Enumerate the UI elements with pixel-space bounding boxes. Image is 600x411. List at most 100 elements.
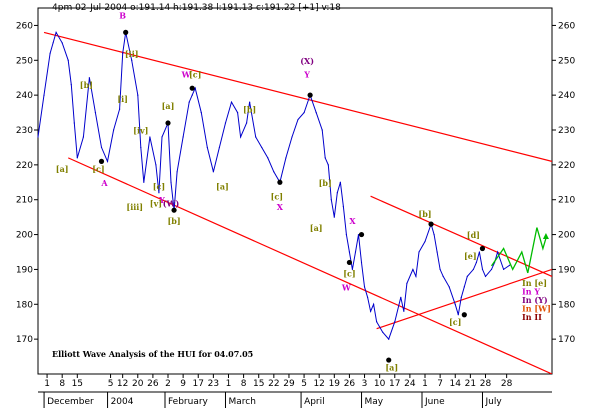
y-tick-label-left: 230 — [16, 126, 33, 136]
price-point — [131, 59, 133, 61]
y-tick-label-left: 240 — [16, 91, 33, 101]
price-point — [412, 268, 414, 271]
pivot-dot — [358, 231, 365, 238]
price-point — [373, 303, 375, 305]
wave-label: [iii] — [126, 202, 143, 212]
price-point — [376, 321, 378, 323]
price-point — [339, 181, 341, 183]
wave-label: B — [119, 10, 126, 20]
wave-label: Y — [303, 70, 310, 80]
wave-label: [a] — [162, 101, 175, 111]
price-point — [424, 240, 426, 243]
price-point — [354, 251, 357, 253]
pivot-dot — [165, 120, 171, 126]
price-point — [161, 136, 163, 138]
price-point — [73, 122, 75, 124]
price-point — [218, 146, 221, 149]
trendline-1 — [67, 157, 552, 374]
price-point — [351, 268, 354, 271]
x-day-label: 8 — [59, 379, 65, 389]
price-point — [88, 77, 90, 79]
price-point — [67, 59, 69, 61]
price-point — [194, 87, 196, 89]
y-tick-label-left: 200 — [16, 231, 33, 241]
price-point — [336, 192, 338, 194]
y-tick-label-right: 200 — [558, 231, 575, 241]
price-point — [176, 171, 178, 173]
x-day-label: 22 — [268, 379, 279, 389]
pivot-dot — [277, 179, 283, 185]
price-point — [94, 111, 97, 114]
wave-label: [iv] — [133, 125, 148, 135]
price-point — [143, 181, 145, 183]
pivot-dot — [98, 158, 105, 164]
wave-label: [a] — [385, 363, 398, 373]
x-month-label: 2004 — [111, 397, 134, 407]
trendline-3 — [376, 268, 552, 330]
x-day-label: 24 — [404, 379, 416, 389]
price-point — [327, 164, 329, 166]
wave-label: (X) — [300, 56, 314, 66]
price-point — [442, 275, 444, 277]
price-point — [321, 129, 323, 131]
wave-label: [a] — [216, 181, 229, 191]
price-point — [454, 303, 456, 305]
y-tick-label-left: 190 — [16, 265, 33, 275]
price-point — [297, 118, 299, 121]
wave-label: [b] — [80, 80, 93, 90]
y-tick-label-left: 170 — [16, 335, 33, 345]
price-point — [155, 164, 157, 166]
wave-label: A — [100, 178, 108, 188]
x-month-label: June — [424, 397, 445, 407]
price-point — [333, 216, 335, 218]
x-day-label: 8 — [241, 379, 247, 389]
price-point — [170, 181, 172, 183]
price-point — [475, 261, 478, 264]
wave-label: (W) — [163, 199, 180, 209]
wave-label: [b] — [319, 178, 332, 188]
price-point — [37, 136, 39, 138]
price-point — [503, 268, 505, 271]
price-point — [324, 157, 326, 159]
price-point — [119, 108, 121, 110]
price-series — [37, 31, 511, 341]
pivot-dot — [428, 221, 434, 227]
price-point — [415, 275, 417, 277]
y-tick-label-right: 230 — [558, 126, 575, 136]
x-day-label: 19 — [329, 379, 341, 389]
price-point — [182, 136, 184, 138]
wave-label: [c] — [343, 268, 355, 278]
x-day-label: 7 — [437, 379, 443, 389]
x-day-label: 1 — [422, 379, 428, 389]
x-day-label: 5 — [301, 379, 307, 389]
x-day-label: 20 — [132, 379, 144, 389]
x-day-label: 1 — [226, 379, 232, 389]
x-day-label: 26 — [344, 379, 356, 389]
x-day-label: 21 — [465, 379, 476, 389]
wave-label: [c] — [92, 164, 104, 174]
x-day-label: 1 — [44, 379, 50, 389]
x-day-label: 15 — [253, 379, 264, 389]
legend-entry: In [W] — [522, 304, 551, 314]
wave-label: [i] — [117, 94, 128, 104]
y-tick-label-left: 220 — [16, 161, 33, 171]
wave-label: [c] — [271, 192, 283, 202]
price-point — [366, 296, 369, 298]
wave-label: [c] — [153, 181, 165, 191]
price-point — [439, 268, 441, 271]
price-point — [291, 136, 293, 138]
price-point — [137, 94, 139, 96]
x-day-label: 15 — [72, 379, 83, 389]
pivot-dot — [123, 29, 129, 35]
y-tick-label-left: 210 — [16, 196, 33, 206]
wave-label: [b] — [243, 105, 256, 115]
x-day-label: 28 — [480, 379, 492, 389]
x-day-label: 28 — [501, 379, 513, 389]
x-day-label: 12 — [313, 379, 324, 389]
y-tick-label-right: 240 — [558, 91, 575, 101]
x-day-label: 23 — [208, 379, 219, 389]
y-axis-left: 170 180 190 200 210 220 230 240 250 260 — [16, 21, 38, 345]
y-tick-label-right: 170 — [558, 335, 575, 345]
